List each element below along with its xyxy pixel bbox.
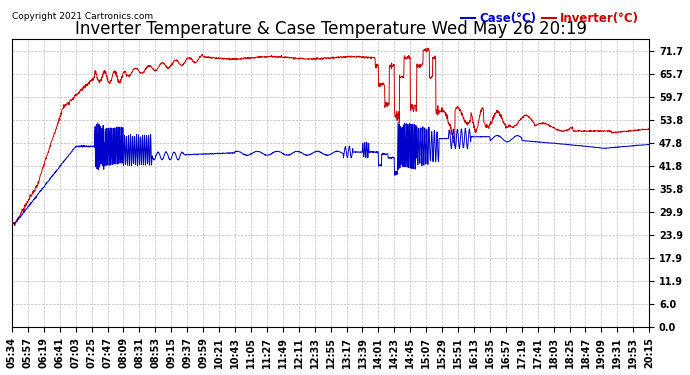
Text: Copyright 2021 Cartronics.com: Copyright 2021 Cartronics.com xyxy=(12,12,153,21)
Legend: Case(°C), Inverter(°C): Case(°C), Inverter(°C) xyxy=(457,7,643,29)
Title: Inverter Temperature & Case Temperature Wed May 26 20:19: Inverter Temperature & Case Temperature … xyxy=(75,20,586,38)
